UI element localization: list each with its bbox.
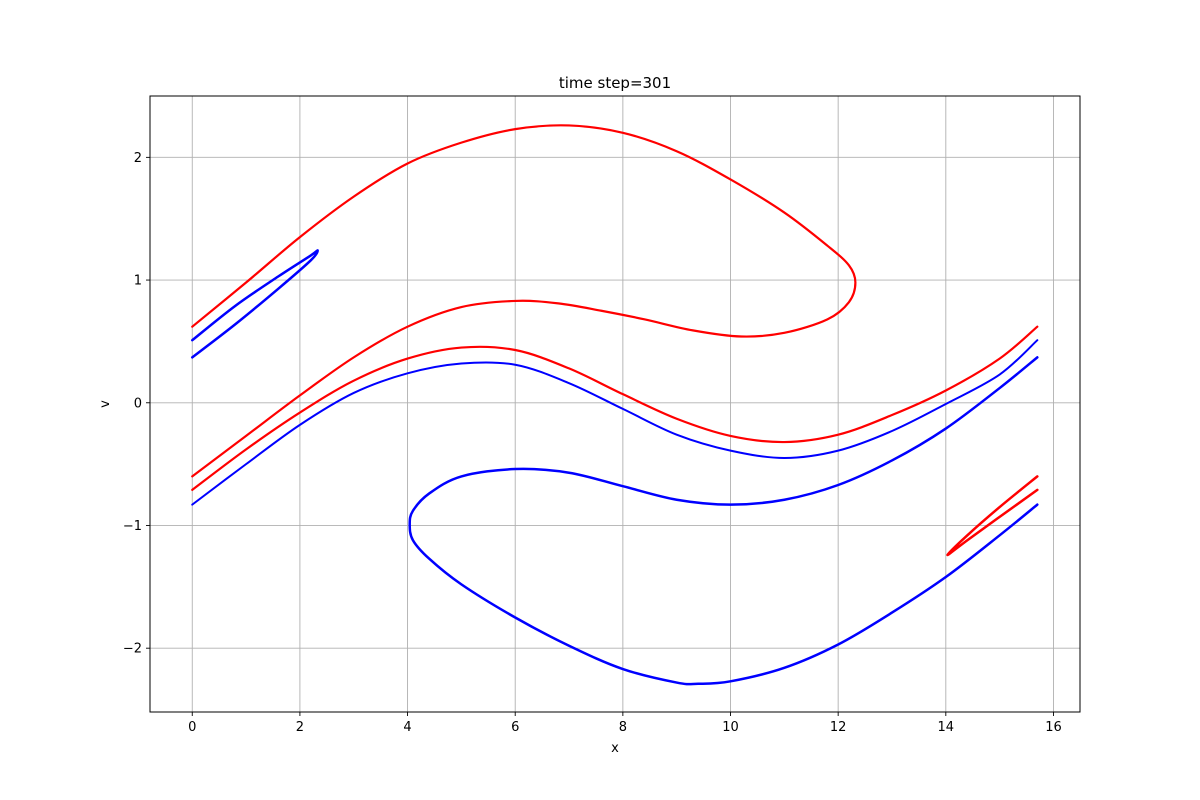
blue-series-line xyxy=(191,339,1039,506)
x-tick-label: 0 xyxy=(188,720,196,735)
y-tick-label: 2 xyxy=(134,151,142,166)
x-axis-label: x xyxy=(611,741,619,756)
y-tick-label: −2 xyxy=(123,642,142,657)
x-tick-label: 12 xyxy=(830,720,847,735)
blue-series-line xyxy=(191,249,319,359)
red-series-line xyxy=(946,475,1039,557)
plot-frame xyxy=(149,95,1081,713)
x-tick-label: 14 xyxy=(938,720,955,735)
y-tick-label: −1 xyxy=(123,519,142,534)
series-group xyxy=(191,124,1039,686)
x-tick-label: 4 xyxy=(403,720,411,735)
y-axis-label: v xyxy=(98,400,113,408)
x-tick-label: 6 xyxy=(511,720,519,735)
x-tick-label: 8 xyxy=(619,720,627,735)
x-tick-label: 16 xyxy=(1045,720,1062,735)
red-series-line xyxy=(191,325,1039,491)
y-tick-label: 1 xyxy=(134,274,142,289)
x-tick-label: 10 xyxy=(722,720,739,735)
blue-series-line xyxy=(408,356,1039,686)
chart-title: time step=301 xyxy=(559,74,671,92)
x-tick-label: 2 xyxy=(296,720,304,735)
y-tick-label: 0 xyxy=(134,396,142,411)
red-series-line xyxy=(191,124,857,478)
grid xyxy=(150,96,1080,712)
